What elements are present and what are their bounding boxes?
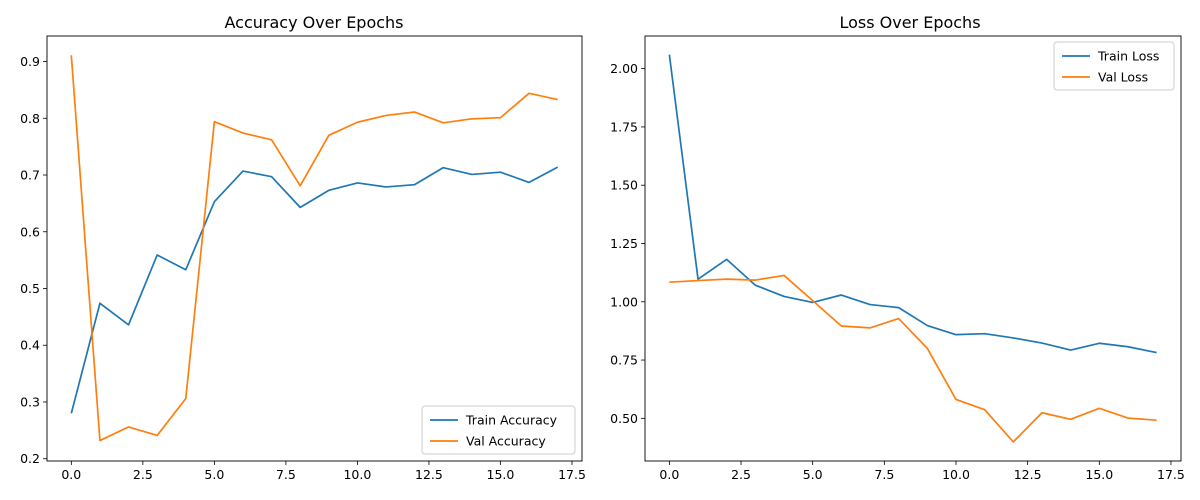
x-tick-label: 17.5 xyxy=(558,467,586,482)
loss-ticks: 0.0 2.5 5.0 7.5 10.0 12.5 15.0 17.5 0.50 0.75 1.00… xyxy=(610,61,1185,482)
y-tick-label: 0.75 xyxy=(610,353,638,368)
x-tick-label: 10.0 xyxy=(942,467,970,482)
y-tick-label: 0.5 xyxy=(20,281,40,296)
legend-label-train-loss: Train Loss xyxy=(1097,49,1159,64)
x-tick-label: 7.5 xyxy=(276,467,296,482)
x-tick-label: 12.5 xyxy=(415,467,443,482)
y-tick-label: 1.25 xyxy=(610,236,638,251)
x-tick-label: 0.0 xyxy=(61,467,81,482)
y-tick-label: 1.00 xyxy=(610,294,638,309)
y-tick-label: 0.8 xyxy=(20,111,40,126)
y-tick-label: 0.50 xyxy=(610,411,638,426)
legend-label-val-accuracy: Val Accuracy xyxy=(466,434,546,449)
series-line-train-accuracy xyxy=(70,166,559,414)
accuracy-chart: Accuracy Over Epochs 0.0 2.5 5.0 7.5 10.0 12.… xyxy=(20,13,586,482)
accuracy-chart-title: Accuracy Over Epochs xyxy=(224,13,403,32)
accuracy-legend: Train Accuracy Val Accuracy xyxy=(421,405,576,455)
accuracy-ticks: 0.0 2.5 5.0 7.5 10.0 12.5 15.0 17.5 0.2 0.3 0.4 0.5… xyxy=(20,54,586,482)
x-tick-label: 12.5 xyxy=(1014,467,1042,482)
x-tick-label: 17.5 xyxy=(1157,467,1185,482)
y-tick-label: 0.3 xyxy=(20,394,40,409)
loss-legend-box xyxy=(1053,41,1175,91)
x-tick-label: 5.0 xyxy=(204,467,224,482)
y-tick-label: 1.50 xyxy=(610,178,638,193)
series-line-val-accuracy xyxy=(70,55,558,442)
x-tick-label: 15.0 xyxy=(487,467,515,482)
y-tick-label: 1.75 xyxy=(610,119,638,134)
series-line-val-loss xyxy=(669,274,1157,443)
y-tick-label: 2.00 xyxy=(610,61,638,76)
legend-label-train-accuracy: Train Accuracy xyxy=(465,413,558,428)
y-tick-label: 0.2 xyxy=(20,451,40,466)
x-tick-label: 5.0 xyxy=(803,467,823,482)
accuracy-lines xyxy=(70,55,559,442)
x-tick-label: 2.5 xyxy=(133,467,153,482)
accuracy-legend-box xyxy=(421,405,576,455)
y-tick-label: 0.6 xyxy=(20,224,40,239)
accuracy-axes-frame xyxy=(46,35,583,462)
x-tick-label: 15.0 xyxy=(1085,467,1113,482)
series-line-train-loss xyxy=(668,54,1157,354)
loss-chart-title: Loss Over Epochs xyxy=(839,13,980,32)
loss-axes-frame xyxy=(644,35,1182,462)
legend-label-val-loss: Val Loss xyxy=(1098,70,1148,85)
x-tick-label: 7.5 xyxy=(874,467,894,482)
x-tick-label: 2.5 xyxy=(731,467,751,482)
x-tick-label: 10.0 xyxy=(343,467,371,482)
loss-lines xyxy=(668,54,1157,443)
y-tick-label: 0.4 xyxy=(20,338,40,353)
y-tick-label: 0.9 xyxy=(20,54,40,69)
x-tick-label: 0.0 xyxy=(659,467,679,482)
loss-chart: Loss Over Epochs 0.0 2.5 5.0 7.5 10.0 12.5 15.… xyxy=(610,13,1185,482)
loss-legend: Train Loss Val Loss xyxy=(1053,41,1175,91)
y-tick-label: 0.7 xyxy=(20,168,40,183)
